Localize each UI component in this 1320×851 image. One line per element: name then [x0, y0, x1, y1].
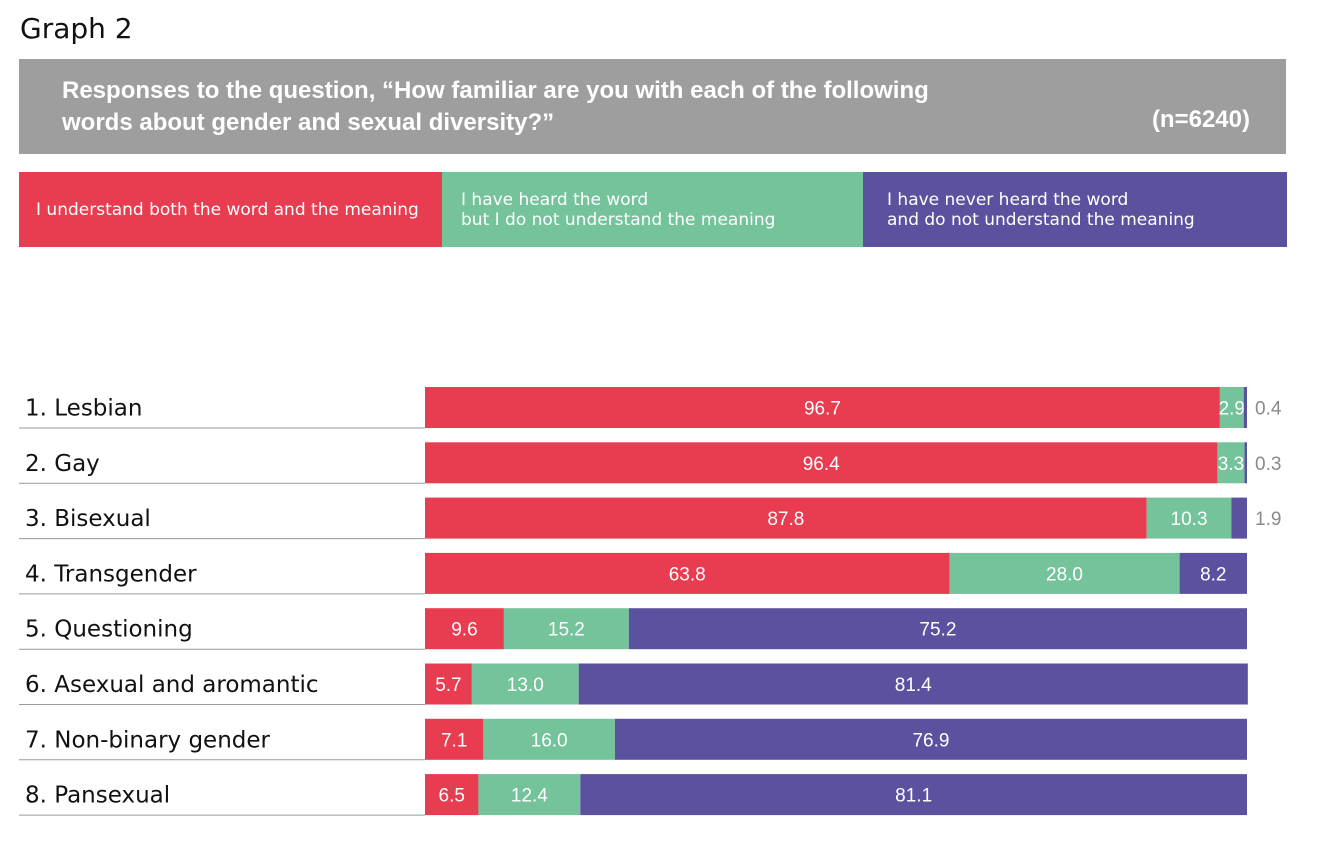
data-label: 75.2	[919, 620, 956, 641]
bar-segment	[425, 442, 1218, 484]
data-label: 63.8	[669, 564, 706, 585]
bar-segment	[1146, 497, 1232, 539]
data-label: 10.3	[1171, 509, 1208, 530]
bar-segment	[425, 497, 1147, 539]
data-label: 5.7	[435, 675, 461, 696]
data-label: 8.2	[1200, 564, 1226, 585]
data-label: 87.8	[767, 509, 804, 530]
data-label: 2.9	[1219, 399, 1245, 420]
bar-segment	[1231, 497, 1247, 539]
legend: I understand both the word and the meani…	[19, 172, 1287, 247]
bar-segment	[483, 718, 615, 760]
bar-segment	[1243, 387, 1247, 428]
chart-title-banner: Responses to the question, “How familiar…	[19, 59, 1286, 154]
data-label: 96.7	[804, 399, 841, 420]
data-label: 16.0	[531, 730, 568, 751]
bar-segment	[471, 663, 579, 705]
sample-size: (n=6240)	[1151, 106, 1250, 133]
legend-item-heard: I have heard the word but I do not under…	[442, 172, 863, 247]
bar-segment	[478, 774, 581, 816]
data-label: 12.4	[511, 786, 548, 807]
legend-item-understand: I understand both the word and the meani…	[19, 172, 442, 247]
category-label: 2. Gay	[25, 451, 100, 477]
data-label: 96.4	[803, 454, 840, 475]
bar-segment	[1244, 442, 1247, 484]
category-label: 5. Questioning	[25, 617, 193, 643]
data-label: 81.4	[895, 675, 932, 696]
bar-segment	[425, 608, 504, 650]
data-label: 15.2	[548, 620, 585, 641]
data-label: 3.3	[1218, 454, 1244, 475]
bar-segment	[1217, 442, 1245, 484]
bar-segment	[425, 387, 1220, 428]
bar-segment	[425, 663, 472, 705]
bar-segment	[425, 774, 479, 816]
data-label: 81.1	[895, 786, 932, 807]
bar-segment	[425, 718, 484, 760]
bar-segment	[1219, 387, 1244, 428]
category-label: 1. Lesbian	[25, 396, 142, 422]
data-label: 76.9	[912, 730, 949, 751]
bar-segment	[503, 608, 629, 650]
data-label: 28.0	[1046, 564, 1083, 585]
category-label: 8. Pansexual	[25, 783, 170, 809]
data-label: 9.6	[451, 620, 477, 641]
bar-segment	[614, 718, 1247, 760]
bar-segment	[1179, 552, 1247, 594]
data-label: 6.5	[439, 786, 465, 807]
chart-title: Responses to the question, “How familiar…	[62, 77, 929, 136]
bar-segment	[578, 663, 1248, 705]
data-label: 1.9	[1255, 509, 1281, 530]
bar-segment	[628, 608, 1247, 650]
bar-segment	[949, 552, 1180, 594]
data-label: 0.3	[1255, 454, 1281, 475]
category-label: 6. Asexual and aromantic	[25, 672, 319, 698]
bar-segment	[580, 774, 1247, 816]
category-label: 7. Non-binary gender	[25, 727, 271, 753]
data-label: 7.1	[441, 730, 467, 751]
bar-segment	[425, 552, 950, 594]
category-label: 4. Transgender	[25, 561, 197, 587]
category-label: 3. Bisexual	[25, 506, 151, 532]
data-label: 0.4	[1255, 399, 1282, 420]
legend-item-never: I have never heard the word and do not u…	[863, 172, 1287, 247]
data-label: 13.0	[507, 675, 544, 696]
graph-label: Graph 2	[20, 12, 133, 45]
